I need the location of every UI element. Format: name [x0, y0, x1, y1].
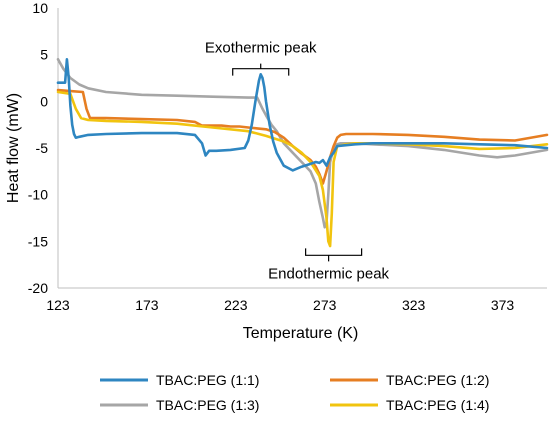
- x-tick-label: 123: [46, 297, 70, 313]
- legend-label: TBAC:PEG (1:3): [156, 397, 259, 413]
- y-tick-label: -20: [28, 280, 48, 296]
- endothermic-bracket: [305, 248, 363, 262]
- series-line: [56, 90, 549, 248]
- y-tick-label: -15: [28, 233, 48, 249]
- x-tick-label: 173: [135, 297, 159, 313]
- y-axis-title: Heat flow (mW): [5, 93, 22, 203]
- y-tick-label: 10: [32, 0, 48, 16]
- series-layer: [56, 58, 549, 248]
- x-axis-title: Temperature (K): [243, 325, 359, 342]
- legend-label: TBAC:PEG (1:4): [386, 397, 489, 413]
- y-tick-labels: 10 5 0 -5 -10 -15 -20: [28, 0, 48, 296]
- legend-label: TBAC:PEG (1:2): [386, 372, 489, 388]
- legend-item: TBAC:PEG (1:3): [100, 397, 259, 413]
- y-tick-label: -10: [28, 187, 48, 203]
- plot-frame: [57, 8, 547, 289]
- legend-item: TBAC:PEG (1:2): [330, 372, 489, 388]
- x-tick-label: 273: [313, 297, 337, 313]
- y-tick-label: 5: [40, 47, 48, 63]
- legend: TBAC:PEG (1:1) TBAC:PEG (1:2) TBAC:PEG (1:…: [100, 372, 489, 413]
- annotation-layer: Exothermic peak Endothermic peak: [205, 40, 390, 283]
- x-tick-label: 323: [402, 297, 426, 313]
- x-tick-label: 373: [491, 297, 515, 313]
- legend-label: TBAC:PEG (1:1): [156, 372, 259, 388]
- legend-item: TBAC:PEG (1:4): [330, 397, 489, 413]
- y-tick-label: 0: [40, 93, 48, 109]
- exothermic-peak-label: Exothermic peak: [205, 40, 317, 57]
- x-tick-label: 223: [224, 297, 248, 313]
- legend-item: TBAC:PEG (1:1): [100, 372, 259, 388]
- series-line: [56, 58, 549, 172]
- exothermic-bracket: [232, 63, 290, 76]
- endothermic-peak-label: Endothermic peak: [268, 265, 389, 282]
- x-tick-labels: 123 173 223 273 323 373: [46, 297, 514, 313]
- series-line: [56, 88, 549, 185]
- y-tick-label: -5: [36, 140, 49, 156]
